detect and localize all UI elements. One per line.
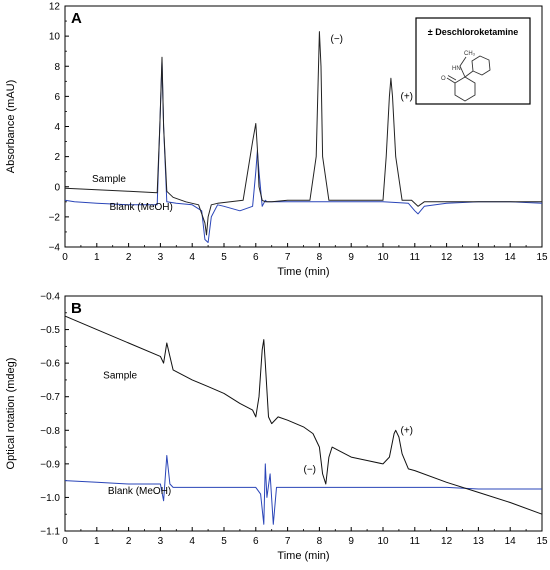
panel-a-series-label-sample: Sample [92,174,126,185]
panel-a-x-tick-label: 11 [410,252,421,263]
panel-b-x-tick-label: 7 [285,536,291,547]
panel-b-x-tick-label: 3 [158,536,164,547]
panel-b-x-tick-label: 5 [221,536,227,547]
panel-b-y-tick-label: −0.5 [40,325,60,336]
inset-title: ± Deschloroketamine [428,27,518,37]
panel-b-x-tick-label: 8 [317,536,323,547]
panel-b-y-tick-label: −0.7 [40,392,60,403]
panel-a-y-tick-label: 10 [49,32,61,43]
panel-b-x-tick-label: 4 [189,536,195,547]
panel-a-y-tick-label: −4 [49,243,61,254]
panel-a-y-tick-label: 8 [54,62,60,73]
panel-a-x-tick-label: 5 [221,252,227,263]
panel-b-series-sample [64,315,543,515]
panel-a-x-tick-label: 0 [62,252,68,263]
panel-a-x-tick-label: 7 [285,252,291,263]
panel-a-y-tick-label: 4 [54,122,60,133]
structure-atom-label: O [441,76,446,82]
panel-a-x-tick-label: 1 [94,252,100,263]
panel-a-x-tick-label: 8 [317,252,323,263]
panel-a-y-axis-title: Absorbance (mAU) [5,80,17,174]
panel-a-x-tick-label: 14 [505,252,517,263]
panel-b: 0 1 2 3 4 5 6 7 8 9 10 11 12 13 14 15−1.1−1.0−0.9−0.8−0… [5,292,548,563]
panel-b-y-tick-label: −1.0 [40,493,60,504]
panel-b-y-tick-label: −0.4 [40,292,60,303]
panel-b-x-tick-label: 0 [62,536,68,547]
panel-a-x-tick-label: 13 [473,252,485,263]
panel-b-x-tick-label: 12 [441,536,453,547]
panel-a-x-tick-label: 10 [377,252,389,263]
panel-b-series-label-blank-meoh: Blank (MeOH) [108,486,171,497]
panel-b-x-tick-label: 10 [377,536,389,547]
panel-b-y-tick-label: −0.6 [40,359,60,370]
panel-b-series-blank-meoh [64,455,542,525]
panel-a-y-tick-label: 0 [54,182,60,193]
panel-a-x-tick-label: 3 [158,252,164,263]
panel-b-y-axis-title: Optical rotation (mdeg) [5,358,17,470]
panel-a-peak-annotation: (+) [400,91,413,102]
panel-a: 0 1 2 3 4 5 6 7 8 9 10 11 12 13 14 15−4−2024681012Time … [5,2,548,279]
panel-b-x-tick-label: 14 [505,536,517,547]
panel-a-letter: A [71,10,82,27]
structure-inset: ± Deschloroketamine HN CH₃ O [415,17,531,105]
panel-a-series-sample [64,31,542,236]
phenyl-ring [471,55,491,76]
panel-b-y-tick-label: −1.1 [40,527,60,538]
panel-b-x-tick-label: 11 [410,536,421,547]
panel-a-series-label-blank-meoh: Blank (MeOH) [110,202,173,213]
panel-a-x-tick-label: 2 [126,252,132,263]
structure-atom-label: HN [452,66,461,72]
panel-a-x-tick-label: 4 [189,252,195,263]
panel-b-y-tick-label: −0.9 [40,459,60,470]
carbonyl-double-bond [447,75,457,81]
carbonyl-bond [446,77,456,84]
structure-atom-label: CH₃ [464,51,476,57]
panel-a-x-axis-title: Time (min) [277,266,329,278]
panel-a-y-tick-label: 2 [54,152,60,163]
panel-a-x-tick-label: 9 [348,252,354,263]
methyl-bond [459,56,467,67]
panel-b-x-tick-label: 6 [253,536,259,547]
panel-a-y-tick-label: −2 [49,212,61,223]
panel-a-peak-annotation: (−) [331,34,344,45]
panel-b-x-tick-label: 2 [126,536,132,547]
panel-b-x-tick-label: 9 [348,536,354,547]
panel-a-y-tick-label: 6 [54,92,60,103]
panel-b-letter: B [71,300,82,317]
panel-b-x-tick-label: 13 [473,536,485,547]
panel-a-x-tick-label: 12 [441,252,453,263]
panel-a-x-tick-label: 15 [536,252,548,263]
panel-b-x-tick-label: 1 [94,536,100,547]
inset-frame [415,17,531,105]
phenyl-bond [464,70,474,78]
panel-b-x-tick-label: 15 [536,536,548,547]
panel-b-series-label-sample: Sample [103,370,137,381]
panel-a-y-tick-label: 12 [49,2,61,13]
panel-a-x-tick-label: 6 [253,252,259,263]
panel-b-peak-annotation: (−) [304,464,317,475]
panel-b-x-axis-title: Time (min) [277,550,329,562]
panel-b-peak-annotation: (+) [400,426,413,437]
panel-b-y-tick-label: −0.8 [40,426,60,437]
amine-bond [459,65,466,78]
